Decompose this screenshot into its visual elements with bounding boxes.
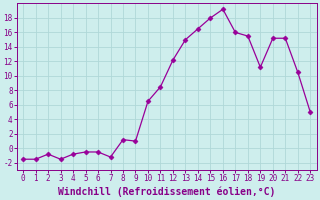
- X-axis label: Windchill (Refroidissement éolien,°C): Windchill (Refroidissement éolien,°C): [58, 186, 276, 197]
